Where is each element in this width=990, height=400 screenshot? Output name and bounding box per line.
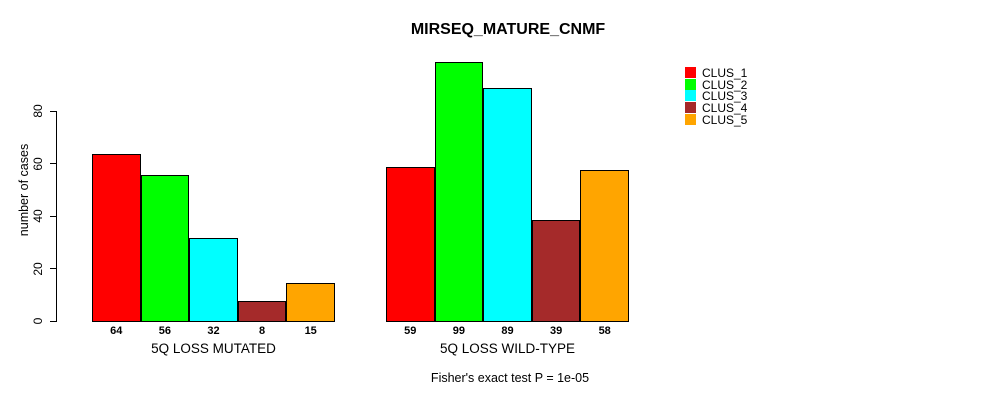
y-axis-tick — [50, 320, 57, 322]
y-axis-tick-label: 80 — [31, 104, 45, 118]
bar-clus_4-group1 — [237, 301, 287, 322]
legend-swatch-clus_5 — [685, 113, 696, 125]
bar-clus_1-group2 — [386, 167, 435, 322]
y-axis-label: number of cases — [17, 143, 31, 237]
bar-clus_2-group1 — [140, 175, 190, 322]
bar-value-label: 56 — [158, 325, 172, 337]
bar-clus_3-group1 — [189, 238, 238, 322]
legend-label: CLUS_3 — [702, 89, 748, 104]
bar-value-label: 64 — [110, 325, 123, 337]
bar-value-label: 58 — [598, 325, 611, 337]
legend-label: CLUS_5 — [702, 112, 748, 127]
fisher-test-annotation: Fisher's exact test P = 1e-05 — [430, 371, 590, 385]
bar-value-label: 89 — [501, 325, 514, 337]
bar-clus_2-group2 — [434, 62, 484, 322]
legend-swatch-clus_4 — [685, 102, 696, 114]
bar-clus_1-group1 — [92, 154, 141, 322]
legend-swatch-clus_3 — [685, 90, 696, 102]
legend-label: CLUS_2 — [702, 77, 748, 92]
legend-swatch-clus_2 — [685, 78, 696, 90]
legend-label: CLUS_1 — [702, 66, 748, 80]
legend-label: CLUS_4 — [702, 101, 748, 116]
group-label: 5Q LOSS WILD-TYPE — [439, 341, 576, 356]
y-axis-tick — [50, 163, 57, 164]
bar-value-label: 8 — [259, 325, 266, 337]
bar-clus_3-group2 — [483, 88, 532, 322]
y-axis-tick — [50, 110, 57, 112]
bar-value-label: 32 — [207, 325, 220, 337]
bar-value-label: 15 — [304, 325, 317, 337]
bar-value-label: 39 — [549, 325, 563, 337]
chart-title: MIRSEQ_MATURE_CNMF — [410, 21, 606, 38]
y-axis-tick-label: 60 — [31, 156, 45, 171]
group-label: 5Q LOSS MUTATED — [151, 341, 276, 356]
bar-clus_4-group2 — [531, 219, 581, 322]
y-axis-tick — [50, 215, 57, 217]
y-axis-tick — [50, 268, 57, 269]
y-axis-tick-label: 40 — [31, 209, 45, 223]
y-axis-tick-label: 0 — [31, 317, 45, 325]
y-axis-tick-label: 20 — [31, 261, 45, 276]
bar-value-label: 59 — [404, 325, 417, 337]
y-axis-line — [56, 111, 57, 322]
bar-clus_5-group1 — [286, 282, 335, 322]
bar-value-label: 99 — [452, 325, 466, 337]
bar-clus_5-group2 — [580, 169, 629, 322]
legend-swatch-clus_1 — [685, 67, 696, 78]
